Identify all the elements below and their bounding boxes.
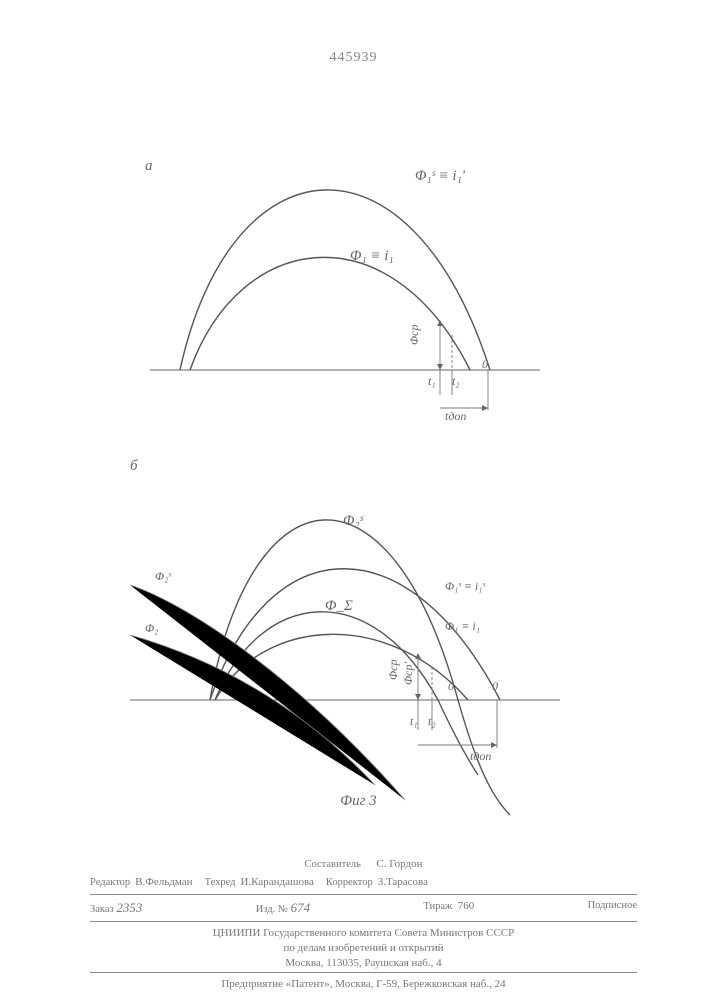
composer-name: С. Гордон [376, 858, 422, 870]
document-number: 445939 [330, 50, 378, 66]
figure-caption: Фиг 3 [340, 793, 377, 809]
phi2-left-label: Φ₂ [145, 621, 158, 635]
t2-label: t₂ [452, 374, 460, 388]
techred-name: И.Карандашова [240, 876, 313, 888]
curve-phi1s-label: Φ₁ˢ ≡ i₁' [415, 168, 466, 184]
phicp-label: Φср [386, 660, 400, 680]
phicp2-label: Φср' [401, 662, 415, 685]
izd-label: Изд. № [256, 904, 288, 915]
phi2s-left-label: Φ₂ˢ [155, 569, 171, 583]
org-line-4: Предприятие «Патент», Москва, Г-59, Бере… [90, 978, 637, 990]
zero-label: 0 [482, 357, 488, 371]
zero-b1: 0 [448, 679, 454, 693]
composer-label: Составитель [305, 859, 361, 870]
editor-name: В.Фельдман [135, 876, 192, 888]
phi1s-label: Φ₁ˢ ≡ i₁ˢ [445, 579, 485, 593]
tgon-label: tдоп [445, 409, 466, 420]
corrector-label: Корректор [326, 877, 373, 888]
zero-b2: 0 [492, 679, 498, 693]
tiraz-no: 760 [458, 900, 475, 912]
sub-label: Подписное [588, 900, 637, 916]
org-line-2: по делам изобретений и открытий [90, 942, 637, 954]
panel-b-label: б [130, 458, 138, 474]
phi2s-label: Φ₂ˢ [343, 513, 364, 529]
tiraz-label: Тираж [423, 901, 452, 912]
panel-a-label: а [145, 158, 153, 174]
phi-cp-label: Φср [407, 325, 421, 345]
phi1-label: Φ₁ ≡ i₁ [445, 619, 480, 633]
org-line-3: Москва, 113035, Раушская наб., 4 [90, 957, 637, 969]
panel-b: б Φ₂ˢ Φ₂ˢ Φ₂ Φ_Σ Φ₁ˢ ≡ i₁ˢ Φ₁ ≡ i₁ Φср Φ… [100, 430, 640, 820]
panel-a: а Φ₁ˢ ≡ i₁' Φ₁ ≡ i₁ Φср t₁ t₂ 0 tдоп [110, 110, 610, 420]
tgon-b: tдоп [470, 749, 491, 763]
order-no: 2353 [116, 900, 142, 915]
editor-label: Редактор [90, 877, 130, 888]
order-label: Заказ [90, 904, 114, 915]
curve-phi1-label: Φ₁ ≡ i₁ [350, 248, 394, 264]
t2-b: t₂ [428, 714, 436, 728]
colophon: Составитель С. Гордон Редактор В.Фельдма… [90, 858, 637, 990]
t1-label: t₁ [428, 374, 436, 388]
izd-no: 674 [291, 900, 311, 915]
corrector-name: З.Тарасова [378, 876, 428, 888]
phi-sigma-label: Φ_Σ [325, 598, 353, 614]
org-line-1: ЦНИИПИ Государственного комитета Совета … [90, 927, 637, 939]
techred-label: Техред [205, 877, 236, 888]
t1-b: t₁ [410, 714, 418, 728]
